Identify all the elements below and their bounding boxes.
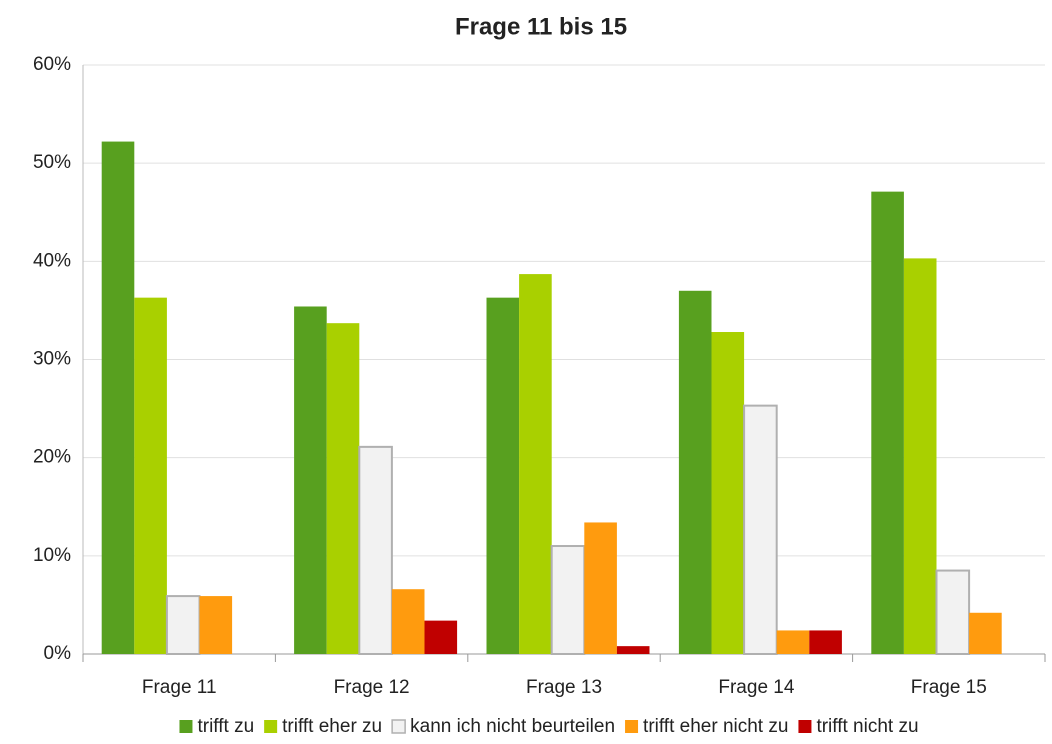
x-tick-label: Frage 11 [142, 677, 217, 698]
bar [809, 630, 842, 654]
bar [519, 274, 552, 654]
legend-swatch [264, 720, 278, 733]
bar [391, 589, 425, 654]
legend-swatch [798, 720, 812, 733]
bar [903, 258, 937, 654]
bar [294, 306, 327, 654]
bar [871, 191, 904, 654]
x-tick-label: Frage 12 [334, 677, 410, 698]
y-tick-label: 10% [33, 545, 71, 566]
y-tick-label: 30% [33, 349, 71, 370]
bar [424, 620, 458, 654]
y-tick-label: 40% [33, 250, 71, 271]
legend-label: trifft eher nicht zu [643, 716, 788, 737]
bar [134, 297, 167, 654]
chart-title: Frage 11 bis 15 [455, 13, 627, 40]
legend-label: kann ich nicht beurteilen [410, 716, 615, 737]
bar [550, 545, 586, 655]
bar [743, 404, 778, 655]
legend-swatch [625, 720, 639, 733]
x-tick-label: Frage 14 [718, 677, 794, 698]
bar [584, 522, 617, 654]
y-tick-label: 20% [33, 447, 71, 468]
bar [616, 646, 650, 654]
x-tick-label: Frage 15 [911, 677, 987, 698]
legend-swatch [391, 719, 406, 734]
legend-label: trifft eher zu [282, 716, 382, 737]
x-tick-label: Frage 13 [526, 677, 602, 698]
bar [711, 332, 745, 654]
legend-label: trifft nicht zu [816, 716, 918, 737]
legend-swatch [179, 720, 193, 733]
bar [678, 290, 712, 654]
y-tick-label: 60% [33, 54, 71, 75]
bar [969, 612, 1002, 654]
bar [935, 569, 971, 656]
bar [101, 141, 135, 654]
legend-label: trifft zu [197, 716, 254, 737]
bar [486, 297, 520, 654]
y-tick-label: 0% [44, 643, 72, 664]
bar [165, 595, 201, 655]
y-tick-label: 50% [33, 152, 71, 173]
bar [199, 596, 233, 654]
bar [326, 323, 360, 654]
bar [776, 630, 810, 654]
bar [358, 445, 393, 656]
